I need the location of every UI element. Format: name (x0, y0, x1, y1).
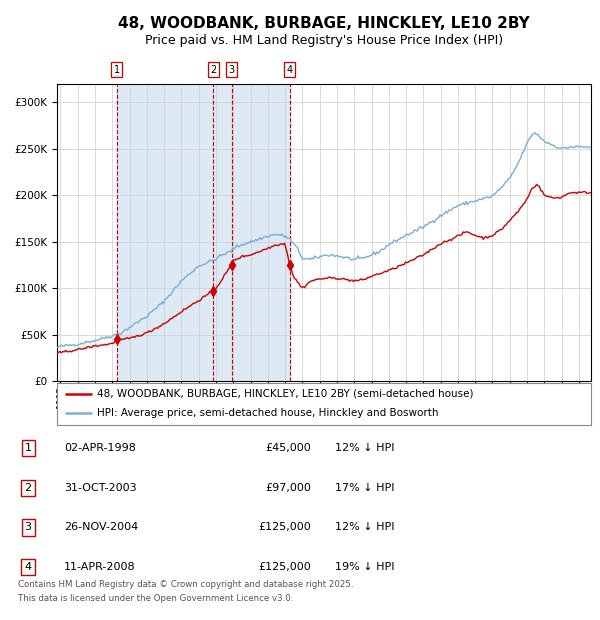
Bar (116, 84, 213, 381)
Text: 4: 4 (287, 64, 293, 75)
Text: 12% ↓ HPI: 12% ↓ HPI (335, 523, 394, 533)
Text: 4: 4 (25, 562, 32, 572)
Text: 48, WOODBANK, BURBAGE, HINCKLEY, LE10 2BY (semi-detached house): 48, WOODBANK, BURBAGE, HINCKLEY, LE10 2B… (97, 389, 473, 399)
Text: Price paid vs. HM Land Registry's House Price Index (HPI): Price paid vs. HM Land Registry's House … (145, 34, 503, 47)
Text: 3: 3 (229, 64, 235, 75)
Text: 3: 3 (25, 523, 32, 533)
Text: £125,000: £125,000 (259, 562, 311, 572)
Text: 48, WOODBANK, BURBAGE, HINCKLEY, LE10 2BY: 48, WOODBANK, BURBAGE, HINCKLEY, LE10 2B… (118, 16, 530, 30)
Text: Contains HM Land Registry data © Crown copyright and database right 2025.: Contains HM Land Registry data © Crown c… (18, 580, 353, 589)
Text: 11-APR-2008: 11-APR-2008 (64, 562, 136, 572)
Text: This data is licensed under the Open Government Licence v3.0.: This data is licensed under the Open Gov… (18, 593, 293, 603)
Bar (213, 84, 290, 381)
Text: 26-NOV-2004: 26-NOV-2004 (64, 523, 138, 533)
Text: £125,000: £125,000 (259, 523, 311, 533)
Text: 1: 1 (25, 443, 32, 453)
Text: 1: 1 (113, 64, 120, 75)
Text: 12% ↓ HPI: 12% ↓ HPI (335, 443, 394, 453)
Text: £45,000: £45,000 (266, 443, 311, 453)
Text: 02-APR-1998: 02-APR-1998 (64, 443, 136, 453)
Text: 2: 2 (25, 483, 32, 493)
Text: £97,000: £97,000 (266, 483, 311, 493)
Text: 2: 2 (210, 64, 216, 75)
Text: 19% ↓ HPI: 19% ↓ HPI (335, 562, 394, 572)
Text: 17% ↓ HPI: 17% ↓ HPI (335, 483, 394, 493)
Text: HPI: Average price, semi-detached house, Hinckley and Bosworth: HPI: Average price, semi-detached house,… (97, 409, 439, 419)
Text: 31-OCT-2003: 31-OCT-2003 (64, 483, 136, 493)
